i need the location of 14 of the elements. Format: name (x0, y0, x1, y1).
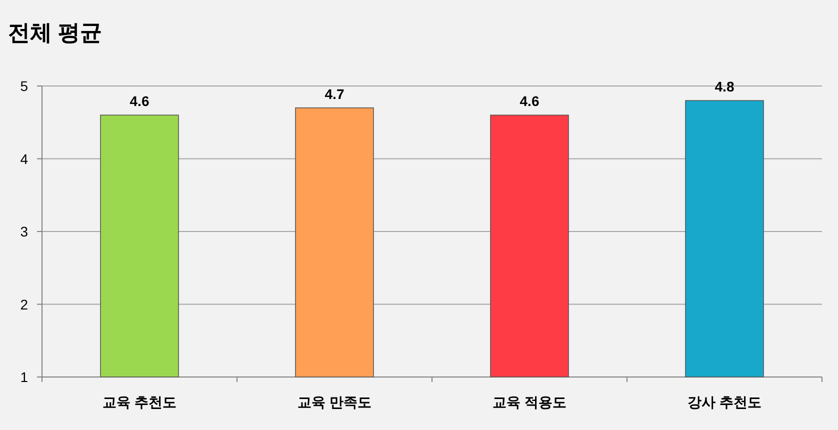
data-label: 4.6 (520, 93, 540, 110)
x-tick-label: 강사 추천도 (688, 394, 762, 410)
data-label: 4.6 (130, 93, 150, 110)
data-label: 4.7 (324, 86, 344, 102)
y-tick-label: 1 (20, 369, 28, 385)
x-tick-label: 교육 적용도 (492, 394, 566, 410)
x-tick-label: 교육 추천도 (102, 394, 176, 410)
chart-title: 전체 평균 (8, 20, 102, 45)
y-tick-label: 4 (20, 150, 28, 167)
y-tick-label: 2 (20, 296, 28, 312)
y-tick-label: 3 (20, 224, 28, 240)
y-tick-label: 5 (20, 78, 28, 94)
x-tick-label: 교육 만족도 (298, 394, 372, 410)
data-label: 4.8 (714, 78, 734, 95)
